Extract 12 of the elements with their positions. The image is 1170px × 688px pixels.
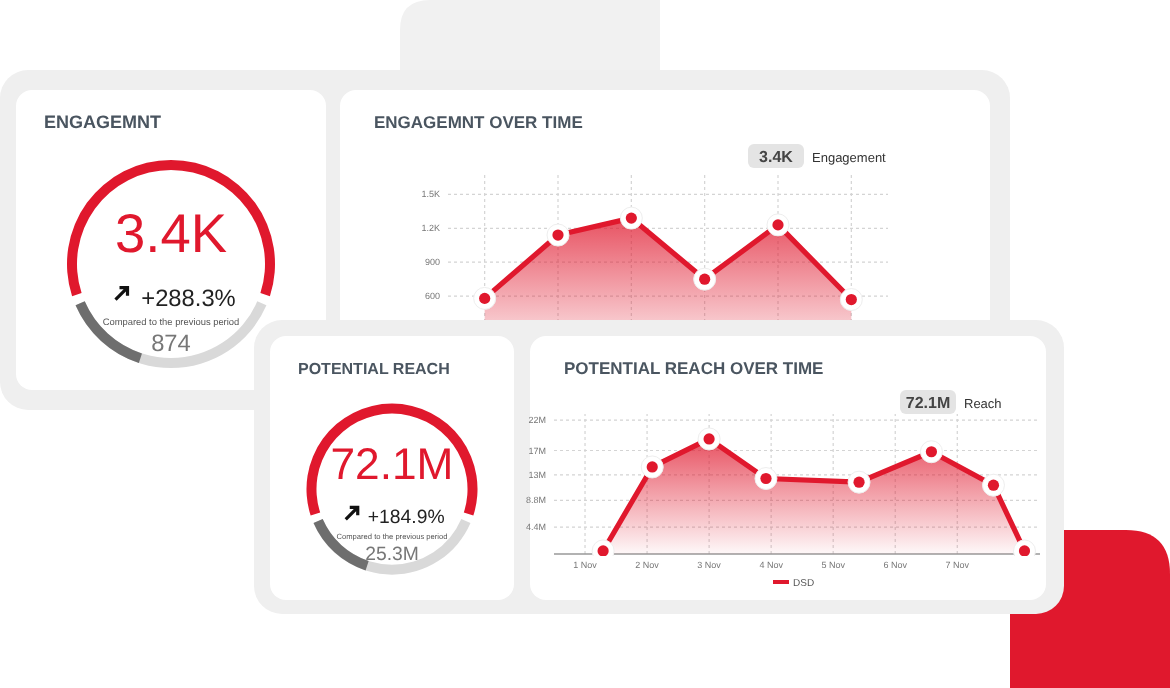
chart-title: ENGAGEMNT OVER TIME [374, 112, 584, 132]
text: ENGAGEMNT [44, 112, 162, 132]
text: 72.1M [330, 439, 454, 490]
text: 3.4K [759, 148, 794, 166]
text: 72.1M [905, 394, 951, 412]
text: 3.4K [115, 202, 227, 265]
text: POTENTIAL REACH [298, 360, 451, 378]
text: 25.3M [365, 543, 419, 566]
text: 874 [151, 329, 192, 358]
chart-title: POTENTIAL REACH OVER TIME [564, 358, 825, 378]
text: +288.3% [141, 283, 237, 312]
text: +184.9% [367, 506, 446, 529]
